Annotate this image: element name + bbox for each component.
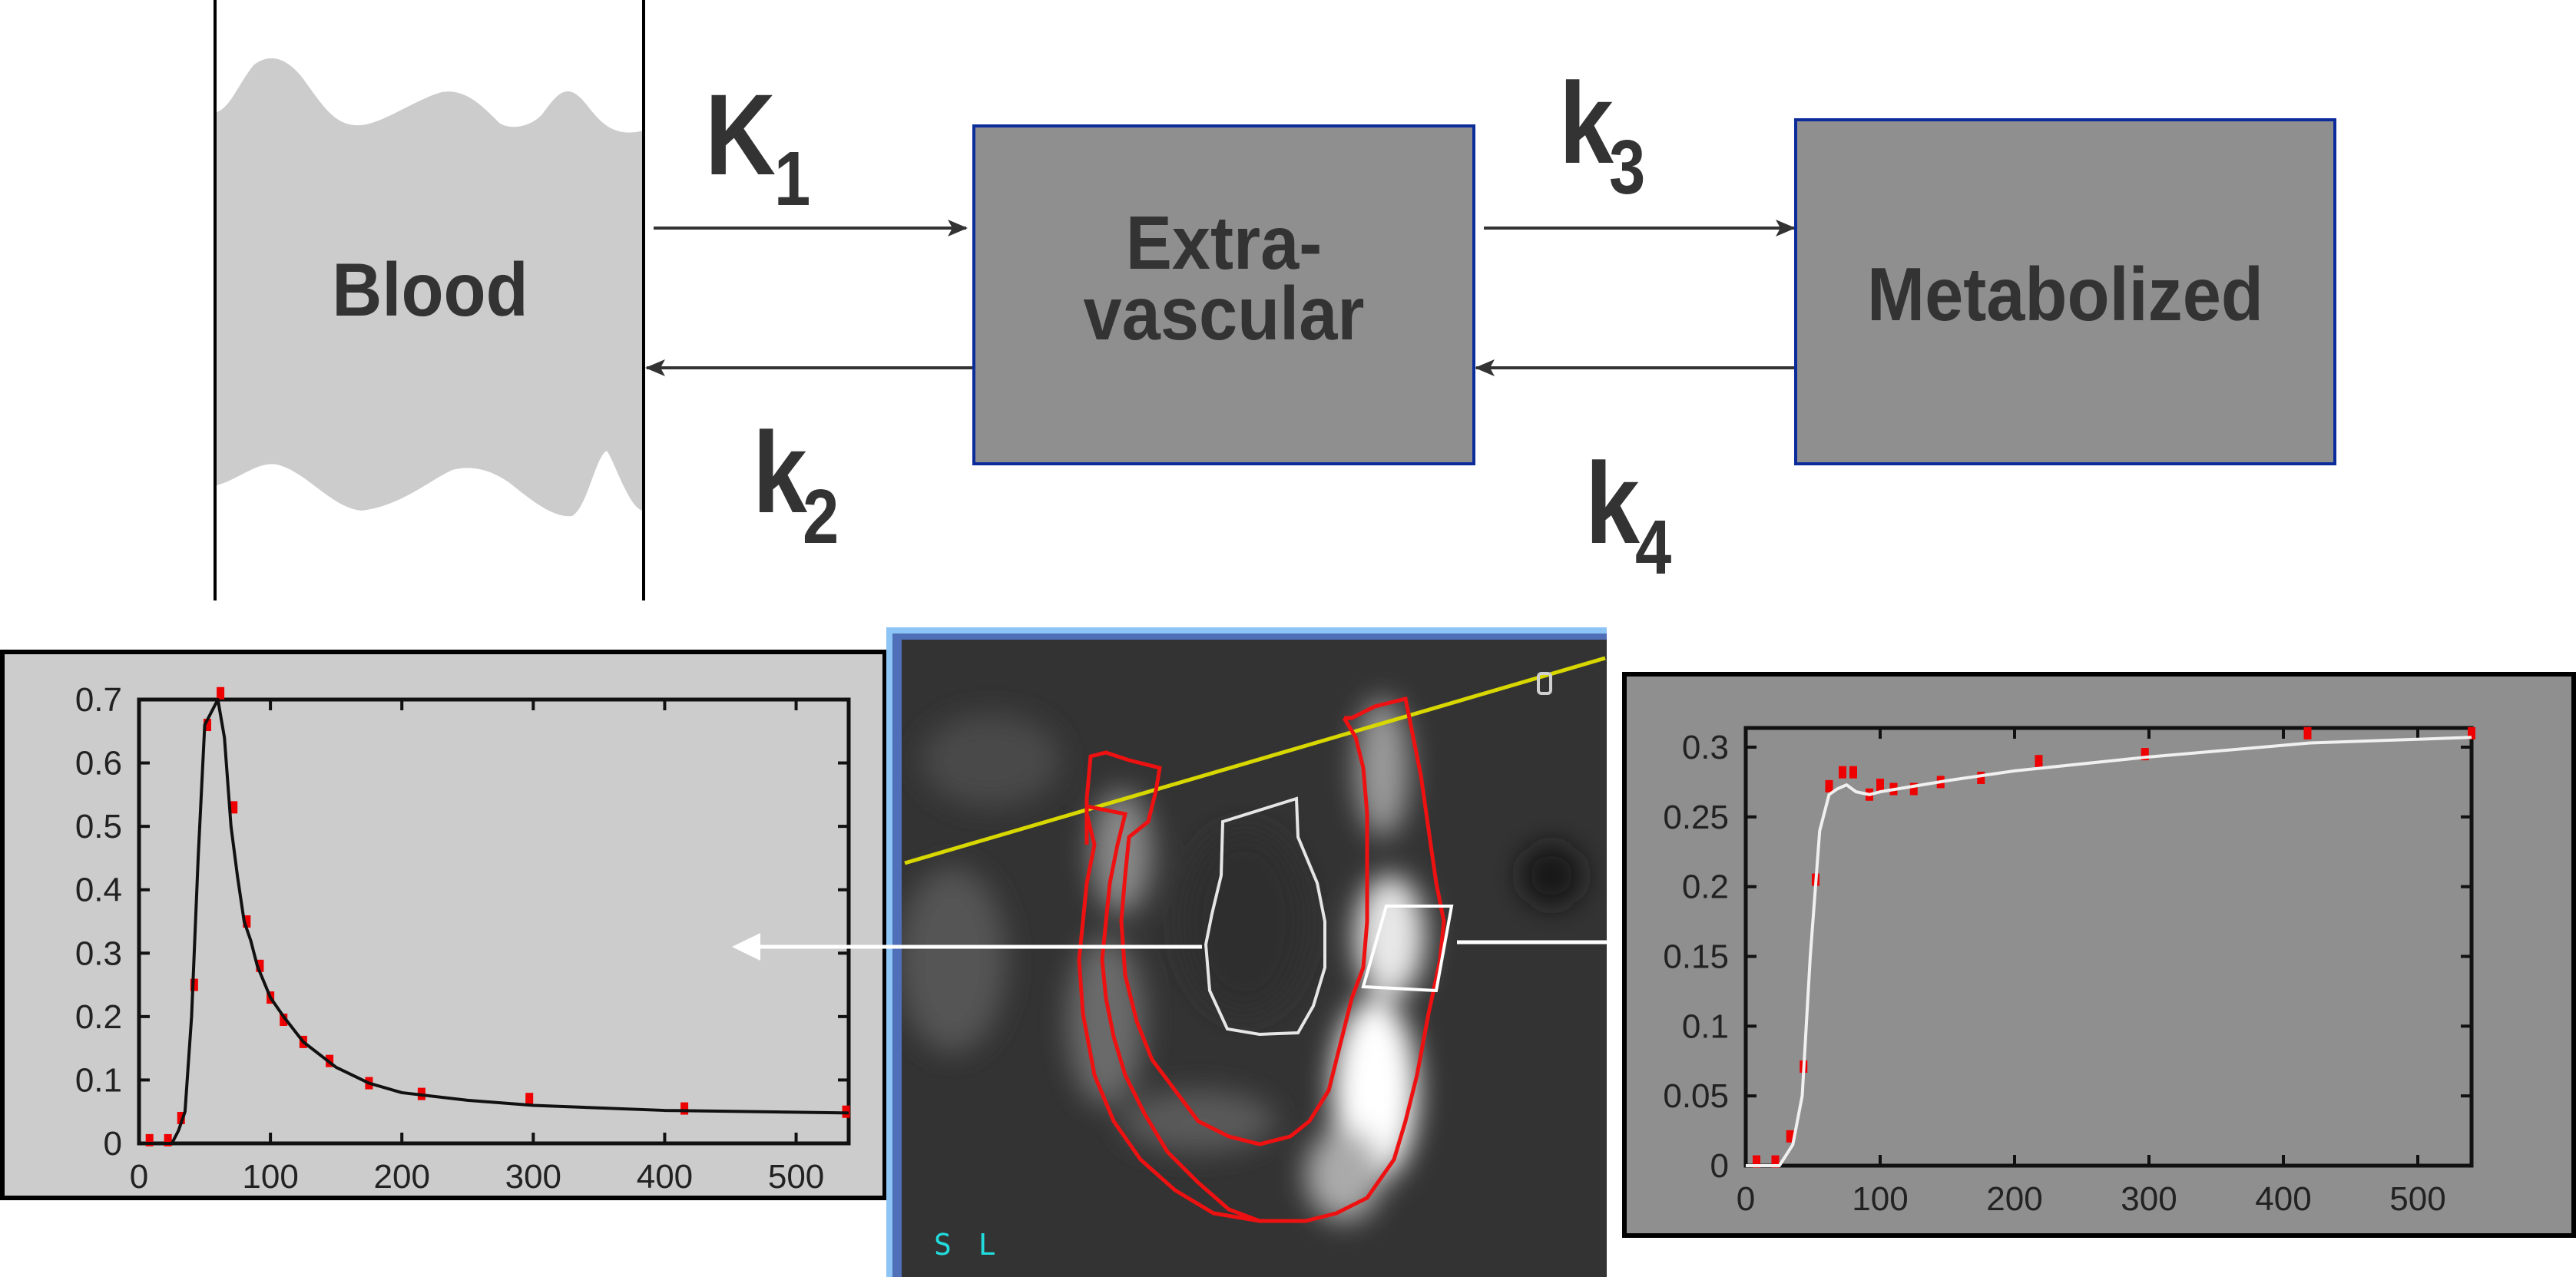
data-point-marker (177, 1111, 185, 1124)
tissue-curve-panel: 0 100 200 300 400 500 0 0.05 0.1 0.15 0.2 0.25 0.3 (1622, 672, 2576, 1238)
blood-curve-panel: 0 100 200 300 400 500 0 0.1 0.2 0.3 0.4 0.5 0.6 0.7 (0, 650, 887, 1200)
rate-K1-letter: K (705, 70, 776, 199)
septal-roi (1361, 905, 1454, 993)
y-tick-label: 0.2 (1682, 868, 1729, 906)
blood-label: Blood (332, 247, 528, 332)
y-tick-label: 0.6 (75, 745, 122, 782)
y-tick-label: 0.5 (75, 808, 122, 845)
y-tick-label: 0.25 (1663, 799, 1729, 836)
metabolized-label: Metabolized (1867, 252, 2263, 336)
rate-k2-letter: k (753, 408, 807, 537)
data-point-marker (217, 686, 225, 700)
y-tick-label: 0.7 (75, 681, 122, 719)
mri-reference-line (904, 656, 1606, 865)
cardiac-mri-image: S L (886, 627, 1607, 1277)
rate-k2-label: k2 (753, 408, 859, 555)
plot-area-1: 0 100 200 300 400 500 0 0.05 0.1 0.15 0.2 0.25 0.3 (1663, 726, 2475, 1218)
x-tick-label: 300 (505, 1158, 561, 1196)
rate-k2-subscript: 2 (803, 474, 839, 560)
rate-k4-letter: k (1585, 438, 1640, 567)
extravascular-label-line1: Extra- (1125, 200, 1323, 285)
x-tick-label: 400 (2255, 1180, 2311, 1218)
epicardial-contour (1084, 696, 1446, 1223)
fit-curve (139, 698, 849, 1145)
orientation-label: S L (934, 1228, 1001, 1262)
plot-area-0: 0 100 200 300 400 500 0 0.1 0.2 0.3 0.4 0.5 0.6 0.7 (75, 681, 851, 1196)
y-tick-label: 0.3 (1682, 729, 1729, 766)
data-point-marker (2468, 726, 2475, 739)
lv-cavity-roi (1204, 796, 1326, 1037)
x-tick-label: 500 (768, 1158, 824, 1196)
y-tick-label: 0.05 (1663, 1077, 1729, 1115)
data-point-marker (1771, 1155, 1780, 1168)
mri-tissue (902, 699, 1582, 1221)
x-tick-label: 100 (1852, 1180, 1908, 1218)
x-tick-label: 400 (637, 1158, 693, 1196)
x-tick-label: 0 (1737, 1180, 1755, 1218)
data-point-marker (256, 959, 264, 972)
rate-k4-label: k4 (1585, 438, 1692, 586)
x-tick-label: 100 (242, 1158, 298, 1196)
compartment-model: Blood Extra- vascular Metabolized K1 k2 … (0, 0, 2576, 614)
data-point-marker (1825, 779, 1833, 792)
model-shapes (214, 0, 1805, 600)
fit-curve (1746, 736, 2472, 1167)
blood-curve-plot: 0 100 200 300 400 500 0 0.1 0.2 0.3 0.4 0.5 0.6 0.7 (75, 681, 851, 1196)
data-point-marker (1849, 766, 1857, 779)
mri-slice (902, 640, 1607, 1277)
data-point-marker (1839, 766, 1846, 779)
extravascular-label-line2: vascular (1083, 271, 1365, 356)
rate-k3-label: k3 (1559, 58, 1666, 206)
data-point-marker (203, 719, 211, 732)
data-point-marker (2035, 755, 2043, 768)
data-point-marker (2303, 726, 2312, 739)
extravascular-compartment: Extra- vascular (972, 124, 1475, 465)
rate-k4-subscript: 4 (1635, 505, 1672, 591)
x-tick-label: 0 (130, 1158, 148, 1196)
x-tick-label: 300 (2121, 1180, 2177, 1218)
data-point-marker (243, 915, 251, 928)
y-tick-label: 0.3 (75, 935, 122, 972)
data-point-marker (680, 1102, 689, 1115)
rate-k3-letter: k (1559, 58, 1614, 187)
y-tick-label: 0.1 (75, 1061, 122, 1099)
endocardial-contour (1084, 716, 1369, 1146)
rate-K1-label: K1 (705, 70, 831, 217)
data-point-marker (525, 1093, 534, 1106)
blood-pool-shape (217, 58, 644, 517)
data-point-marker (230, 801, 238, 814)
data-point-marker (280, 1013, 288, 1026)
tissue-curve-plot: 0 100 200 300 400 500 0 0.05 0.1 0.15 0.2 0.25 0.3 (1663, 726, 2475, 1218)
rate-k3-subscript: 3 (1609, 124, 1646, 210)
mri-marker-icon (1537, 672, 1552, 695)
data-point-marker (1753, 1155, 1760, 1168)
data-point-marker (1909, 782, 1918, 796)
rate-K1-subscript: 1 (774, 136, 811, 222)
y-tick-label: 0.1 (1682, 1007, 1729, 1045)
data-point-marker (164, 1133, 172, 1146)
y-tick-label: 0.2 (75, 998, 122, 1036)
data-point-marker (145, 1133, 154, 1146)
y-tick-label: 0 (1710, 1147, 1729, 1185)
data-point-marker (2141, 748, 2149, 761)
data-point-marker (1876, 779, 1884, 792)
data-point-marker (1977, 771, 1985, 784)
x-tick-label: 200 (374, 1158, 430, 1196)
x-tick-label: 200 (1986, 1180, 2042, 1218)
y-tick-label: 0.15 (1663, 938, 1729, 976)
data-point-marker (1786, 1130, 1794, 1143)
y-tick-label: 0.4 (75, 872, 122, 909)
metabolized-compartment: Metabolized (1794, 118, 2336, 465)
y-tick-label: 0 (104, 1125, 122, 1163)
x-tick-label: 500 (2389, 1180, 2445, 1218)
